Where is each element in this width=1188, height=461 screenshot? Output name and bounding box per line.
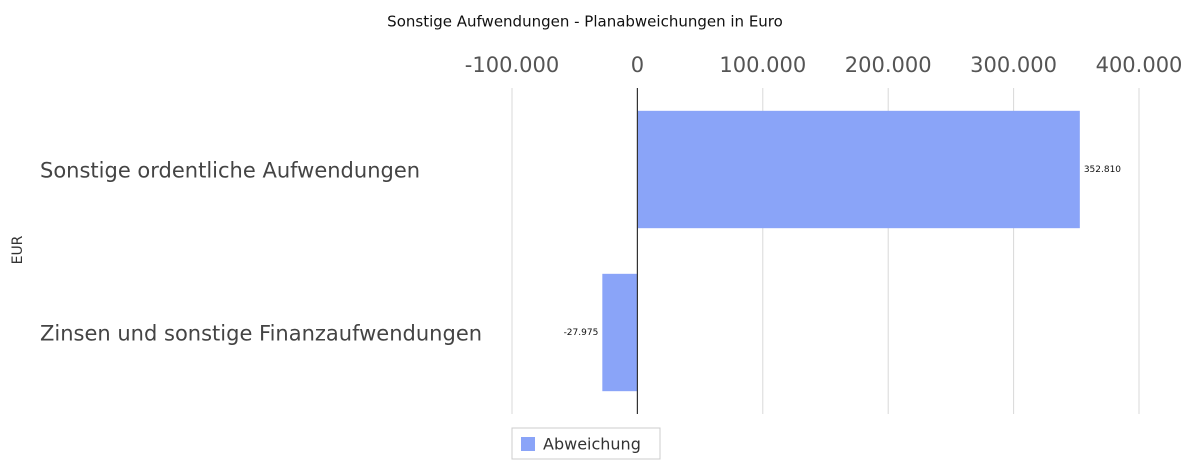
bar bbox=[602, 273, 638, 392]
y-tick-label: Zinsen und sonstige Finanzaufwendungen bbox=[40, 322, 482, 346]
x-tick-label: 100.000 bbox=[719, 53, 806, 77]
x-tick-label: 300.000 bbox=[970, 53, 1057, 77]
bar bbox=[637, 110, 1080, 229]
y-axis-label: EUR bbox=[10, 235, 26, 264]
data-label: 352.810 bbox=[1084, 165, 1121, 175]
x-tick-label: 200.000 bbox=[845, 53, 932, 77]
legend-swatch bbox=[521, 437, 535, 451]
chart-title: Sonstige Aufwendungen - Planabweichungen… bbox=[387, 13, 783, 31]
x-tick-label: 400.000 bbox=[1096, 53, 1183, 77]
y-tick-label: Sonstige ordentliche Aufwendungen bbox=[40, 159, 420, 183]
legend-box bbox=[511, 427, 661, 460]
x-tick-label: -100.000 bbox=[465, 53, 559, 77]
x-tick-label: 0 bbox=[631, 53, 644, 77]
legend-label: Abweichung bbox=[543, 435, 641, 454]
data-label: -27.975 bbox=[564, 328, 599, 338]
